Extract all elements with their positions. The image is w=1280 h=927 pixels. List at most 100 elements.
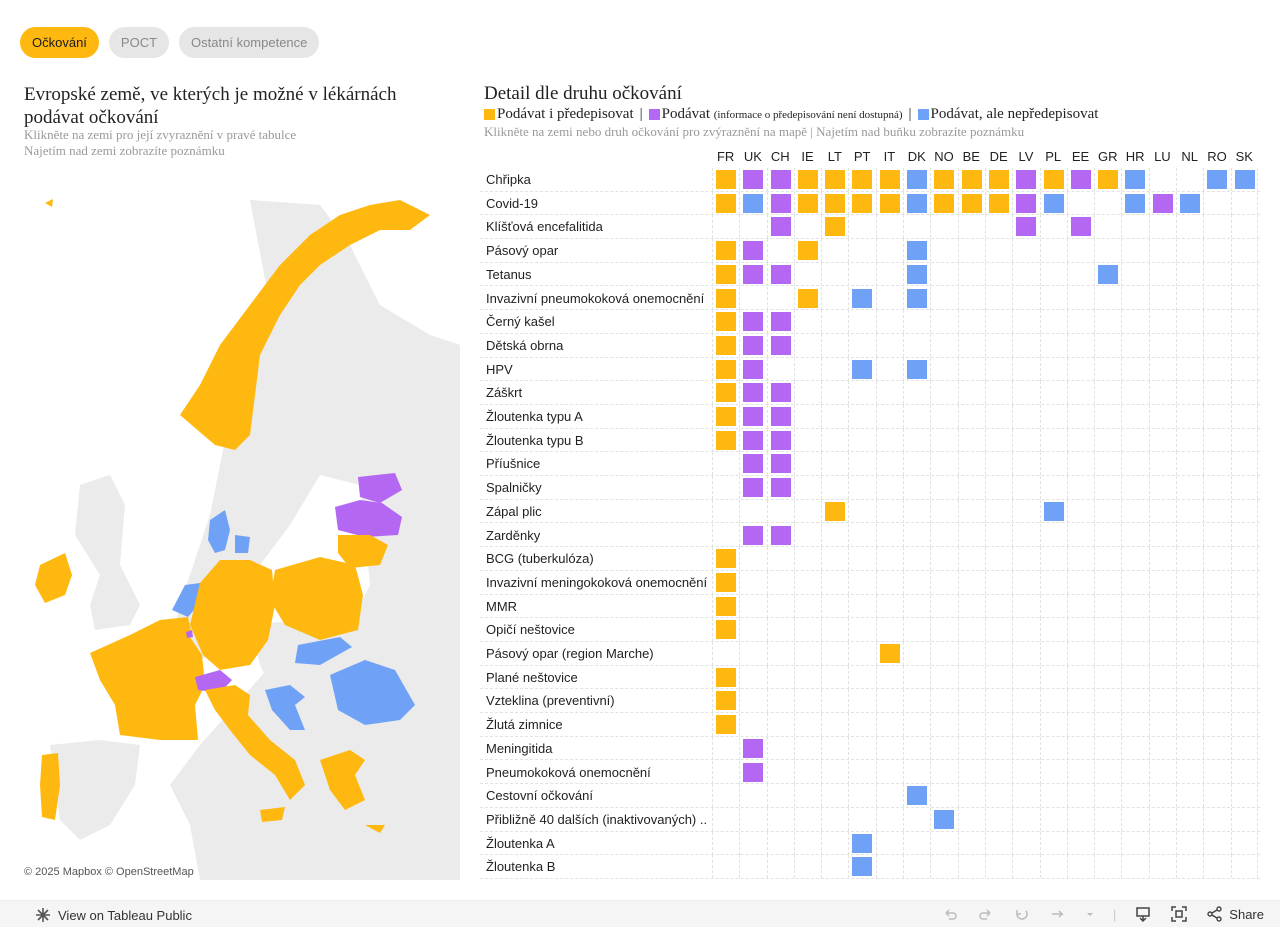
table-cell[interactable] [1203,215,1230,239]
table-cell[interactable] [957,452,985,476]
table-cell[interactable] [875,713,903,737]
table-cell[interactable] [875,760,903,784]
table-cell[interactable] [1094,831,1121,855]
table-cell[interactable] [793,689,821,713]
table-cell[interactable] [1012,405,1039,428]
table-cell[interactable] [984,168,1012,191]
table-cell[interactable] [821,310,848,334]
table-cell[interactable] [766,784,794,808]
table-cell[interactable] [930,381,957,405]
table-cell[interactable] [848,168,875,191]
competence-mark[interactable] [852,193,873,213]
table-cell[interactable] [712,784,739,808]
table-cell[interactable] [739,310,766,334]
table-cell[interactable] [766,286,794,310]
table-cell[interactable] [766,736,794,760]
table-cell[interactable] [1039,689,1067,713]
table-cell[interactable] [1121,452,1148,476]
country-header-be[interactable]: BE [962,149,980,164]
table-cell[interactable] [1012,191,1039,215]
table-cell[interactable] [739,452,766,476]
vaccine-label[interactable]: Pásový opar [486,243,559,259]
table-cell[interactable] [957,333,985,357]
table-cell[interactable] [739,570,766,594]
table-cell[interactable] [1148,381,1176,405]
table-cell[interactable] [930,499,957,523]
table-cell[interactable] [1066,594,1094,618]
table-cell[interactable] [984,476,1012,500]
map-country-gr[interactable] [320,750,385,833]
table-cell[interactable] [1121,215,1148,239]
table-cell[interactable] [903,642,930,665]
table-cell[interactable] [1121,784,1148,808]
table-cell[interactable] [1121,191,1148,215]
map-country-dk[interactable] [208,510,250,553]
table-cell[interactable] [984,547,1012,571]
table-cell[interactable] [712,547,739,571]
table-cell[interactable] [1148,570,1176,594]
table-cell[interactable] [957,476,985,500]
table-cell[interactable] [957,168,985,191]
table-cell[interactable] [1148,807,1176,831]
table-row[interactable]: Opičí neštovice [480,618,1260,642]
vaccine-label[interactable]: Žlutá zimnice [486,717,563,733]
table-cell[interactable] [821,594,848,618]
table-cell[interactable] [1121,594,1148,618]
table-cell[interactable] [848,476,875,500]
table-cell[interactable] [875,831,903,855]
table-cell[interactable] [766,831,794,855]
table-row[interactable]: Spalničky [480,476,1260,500]
table-cell[interactable] [930,262,957,286]
table-cell[interactable] [957,713,985,737]
table-cell[interactable] [848,452,875,476]
table-cell[interactable] [1066,618,1094,642]
table-cell[interactable] [793,428,821,452]
table-cell[interactable] [1230,215,1258,239]
table-cell[interactable] [1039,570,1067,594]
table-cell[interactable] [903,523,930,547]
table-cell[interactable] [930,239,957,263]
table-cell[interactable] [875,381,903,405]
table-cell[interactable] [1176,286,1203,310]
table-cell[interactable] [957,618,985,642]
table-cell[interactable] [957,286,985,310]
table-cell[interactable] [1121,499,1148,523]
table-cell[interactable] [766,168,794,191]
table-cell[interactable] [766,191,794,215]
vaccine-label[interactable]: Invazivní pneumokoková onemocnění [486,290,705,306]
competence-mark[interactable] [961,170,982,189]
table-cell[interactable] [1012,594,1039,618]
table-cell[interactable] [739,784,766,808]
table-cell[interactable] [1121,381,1148,405]
table-cell[interactable] [1176,191,1203,215]
table-cell[interactable] [1039,239,1067,263]
table-cell[interactable] [875,807,903,831]
table-cell[interactable] [766,713,794,737]
table-cell[interactable] [848,784,875,808]
competence-mark[interactable] [797,241,818,261]
table-cell[interactable] [821,428,848,452]
table-cell[interactable] [1121,428,1148,452]
vaccine-label[interactable]: Klíšťová encefalitida [486,219,603,235]
table-cell[interactable] [1203,855,1230,879]
map-country-fr[interactable] [90,620,205,740]
vaccine-label[interactable]: Spalničky [486,480,542,496]
table-cell[interactable] [1176,476,1203,500]
table-cell[interactable] [1148,523,1176,547]
table-cell[interactable] [1039,428,1067,452]
table-cell[interactable] [1176,760,1203,784]
competence-mark[interactable] [797,170,818,189]
competence-mark[interactable] [907,241,928,261]
table-cell[interactable] [1230,807,1258,831]
competence-mark[interactable] [716,359,736,379]
table-cell[interactable] [712,855,739,879]
competence-mark[interactable] [716,193,736,213]
table-cell[interactable] [739,855,766,879]
table-cell[interactable] [821,381,848,405]
table-cell[interactable] [712,523,739,547]
table-cell[interactable] [1203,570,1230,594]
table-cell[interactable] [1148,642,1176,665]
table-cell[interactable] [1039,547,1067,571]
table-cell[interactable] [1039,405,1067,428]
table-cell[interactable] [1148,855,1176,879]
